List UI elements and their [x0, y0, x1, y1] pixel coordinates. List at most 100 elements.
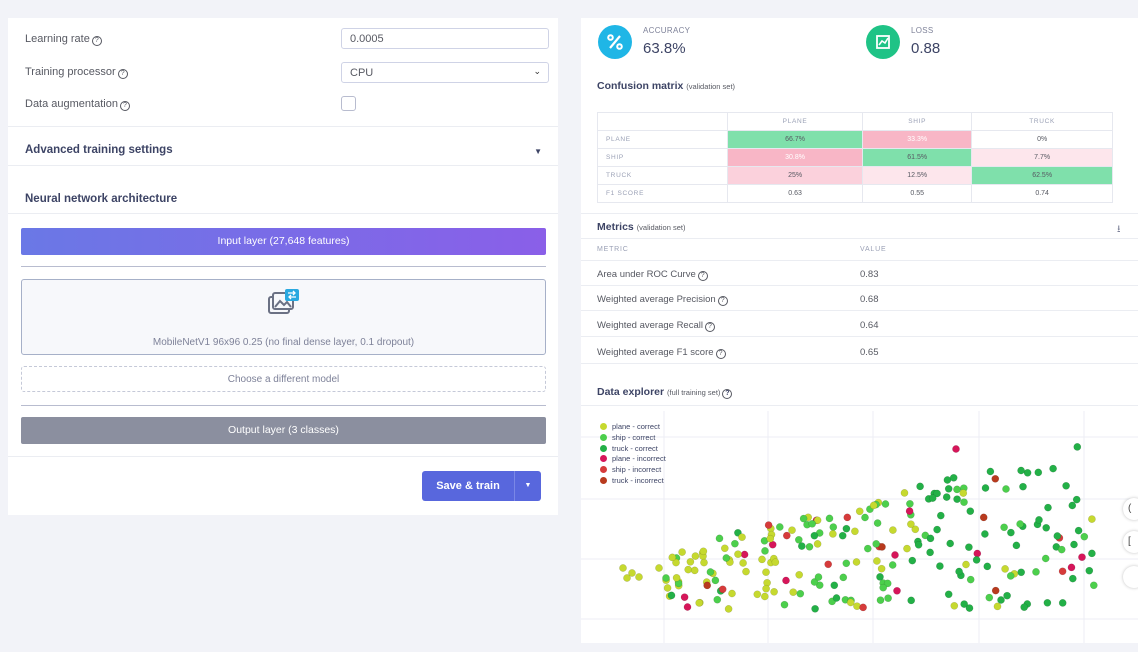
scatter-point[interactable] [1043, 598, 1052, 607]
scatter-point[interactable] [933, 489, 941, 498]
scatter-point[interactable] [965, 543, 973, 551]
scatter-point[interactable] [683, 603, 692, 611]
scatter-point[interactable] [760, 592, 769, 601]
scatter-point[interactable] [739, 559, 747, 567]
save-train-button[interactable]: Save & train [422, 471, 514, 501]
scatter-point[interactable] [944, 590, 953, 599]
scatter-point[interactable] [788, 526, 796, 534]
scatter-point[interactable] [672, 558, 680, 567]
scatter-point[interactable] [842, 524, 851, 533]
scatter-point[interactable] [782, 576, 790, 585]
data-explorer-scatter[interactable] [581, 411, 1138, 643]
scatter-point[interactable] [1049, 464, 1057, 473]
scatter-point[interactable] [965, 604, 974, 612]
scatter-point[interactable] [1020, 603, 1029, 611]
scatter-point[interactable] [952, 445, 960, 453]
scatter-point[interactable] [944, 485, 953, 493]
scatter-point[interactable] [628, 569, 636, 577]
scatter-point[interactable] [1034, 468, 1043, 477]
scatter-point[interactable] [942, 493, 951, 501]
scatter-point[interactable] [663, 584, 672, 592]
scatter-point[interactable] [905, 507, 914, 515]
scatter-point[interactable] [795, 570, 803, 579]
choose-model-button[interactable]: Choose a different model [21, 366, 546, 392]
help-icon[interactable]: ? [704, 322, 715, 332]
scatter-point[interactable] [907, 596, 916, 605]
scatter-point[interactable] [926, 534, 935, 543]
scatter-point[interactable] [955, 567, 963, 576]
scatter-point[interactable] [1088, 549, 1096, 558]
scatter-point[interactable] [684, 565, 692, 574]
scatter-point[interactable] [690, 566, 699, 575]
scatter-point[interactable] [1068, 501, 1077, 510]
scatter-point[interactable] [734, 550, 742, 558]
scatter-point[interactable] [1070, 540, 1078, 549]
scatter-point[interactable] [911, 525, 920, 534]
scatter-point[interactable] [1007, 528, 1015, 537]
scatter-point[interactable] [825, 514, 834, 523]
scatter-point[interactable] [1019, 482, 1027, 491]
scatter-point[interactable] [1044, 503, 1052, 512]
scatter-point[interactable] [972, 556, 981, 564]
help-icon[interactable]: ? [722, 389, 733, 399]
scatter-point[interactable] [872, 540, 881, 548]
scatter-point[interactable] [946, 539, 955, 548]
scatter-point[interactable] [775, 523, 784, 531]
augmentation-checkbox[interactable] [341, 96, 356, 111]
scatter-point[interactable] [766, 534, 775, 543]
scatter-point[interactable] [764, 521, 773, 529]
scatter-point[interactable] [906, 500, 914, 508]
scatter-point[interactable] [1073, 443, 1082, 451]
scatter-point[interactable] [843, 513, 852, 522]
scatter-point[interactable] [731, 539, 739, 548]
scatter-point[interactable] [813, 540, 822, 548]
scatter-point[interactable] [876, 573, 884, 581]
scatter-point[interactable] [908, 556, 917, 565]
scatter-point[interactable] [851, 527, 859, 536]
scatter-point[interactable] [1016, 520, 1024, 528]
scatter-point[interactable] [1017, 568, 1026, 577]
scatter-point[interactable] [993, 602, 1002, 611]
scatter-point[interactable] [1062, 482, 1070, 490]
scatter-point[interactable] [789, 588, 797, 596]
scatter-point[interactable] [1088, 515, 1096, 523]
scatter-point[interactable] [936, 562, 944, 570]
scatter-point[interactable] [738, 533, 746, 541]
scatter-point[interactable] [1003, 591, 1011, 600]
scatter-point[interactable] [893, 586, 901, 595]
scatter-point[interactable] [842, 559, 851, 568]
scatter-point[interactable] [916, 482, 924, 491]
edge-action-button[interactable] [1123, 566, 1138, 588]
scatter-point[interactable] [742, 567, 750, 576]
help-icon[interactable]: ? [715, 349, 726, 359]
scatter-point[interactable] [981, 484, 990, 492]
scatter-point[interactable] [839, 573, 848, 582]
save-options-dropdown[interactable]: ▼ [514, 471, 541, 501]
scatter-point[interactable] [814, 573, 823, 581]
scatter-point[interactable] [797, 542, 806, 550]
scatter-point[interactable] [973, 549, 982, 558]
scatter-point[interactable] [718, 585, 727, 594]
scatter-point[interactable] [1017, 466, 1025, 475]
scatter-point[interactable] [983, 562, 992, 571]
help-icon[interactable]: ? [119, 101, 130, 111]
scatter-point[interactable] [1041, 554, 1050, 563]
download-icon[interactable]: ⭳ [1117, 224, 1121, 235]
scatter-point[interactable] [950, 601, 959, 610]
edge-action-button[interactable]: [ [1123, 531, 1138, 553]
scatter-point[interactable] [715, 534, 724, 543]
scatter-point[interactable] [686, 557, 695, 566]
output-layer-block[interactable]: Output layer (3 classes) [21, 417, 546, 444]
scatter-point[interactable] [838, 531, 847, 540]
scatter-point[interactable] [1058, 567, 1067, 576]
scatter-point[interactable] [794, 536, 803, 544]
scatter-point[interactable] [810, 531, 819, 540]
scatter-point[interactable] [832, 594, 841, 602]
scatter-point[interactable] [655, 564, 663, 572]
scatter-point[interactable] [900, 489, 909, 497]
model-block[interactable]: MobileNetV1 96x96 0.25 (no final dense l… [21, 279, 546, 355]
scatter-point[interactable] [1023, 469, 1032, 477]
scatter-point[interactable] [884, 594, 892, 602]
scatter-point[interactable] [829, 523, 838, 531]
scatter-point[interactable] [953, 495, 961, 503]
